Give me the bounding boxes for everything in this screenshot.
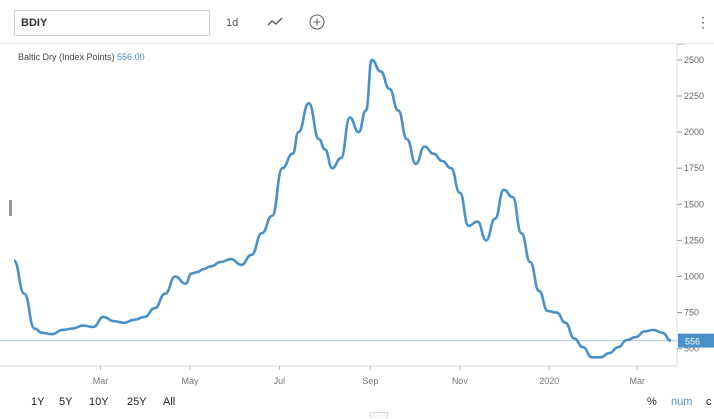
- y-tick-label: 1000: [684, 271, 704, 281]
- y-tick-label: 500: [684, 344, 699, 354]
- y-tick-label: 2250: [684, 91, 704, 101]
- x-tick-label: Mar: [630, 376, 646, 386]
- x-tick-label: Sep: [362, 376, 378, 386]
- x-tick-label: Nov: [452, 376, 469, 386]
- range-button-10y[interactable]: 10Y: [89, 396, 109, 408]
- interval-selector[interactable]: 1d: [226, 17, 239, 29]
- y-tick-label: 750: [684, 308, 699, 318]
- y-tick-label: 1250: [684, 235, 704, 245]
- current-value-badge: 556: [678, 333, 714, 348]
- y-tick-label: 2000: [684, 127, 704, 137]
- range-button-all[interactable]: All: [163, 396, 176, 408]
- chart-toolbar: BDIY 1d ⋮: [0, 0, 714, 44]
- range-button-1y[interactable]: 1Y: [31, 396, 45, 408]
- series-legend: Baltic Dry (Index Points) 556.00: [18, 52, 145, 62]
- range-button-5y[interactable]: 5Y: [59, 396, 73, 408]
- cut-mode-button[interactable]: c: [706, 396, 712, 408]
- y-tick-label: 2500: [684, 55, 704, 65]
- x-axis: Mar May Jul Sep Nov 2020 Mar: [93, 366, 645, 386]
- x-tick-label: Mar: [93, 376, 109, 386]
- x-tick-label: Jul: [274, 376, 286, 386]
- series-current-value: 556.00: [117, 52, 145, 62]
- more-vertical-icon[interactable]: ⋮: [696, 14, 710, 30]
- percent-mode-button[interactable]: %: [647, 396, 657, 408]
- scroll-handle[interactable]: [370, 412, 388, 418]
- x-tick-label: May: [181, 376, 199, 386]
- add-circle-icon[interactable]: [306, 11, 328, 33]
- range-button-25y[interactable]: 25Y: [127, 396, 147, 408]
- series-line-path: [12, 58, 672, 359]
- series-line: [12, 58, 672, 359]
- current-value-badge-bg: [678, 333, 714, 348]
- symbol-search-input[interactable]: BDIY: [14, 10, 210, 36]
- current-value-badge-label: 556: [685, 337, 700, 347]
- left-resize-handle[interactable]: [9, 200, 12, 216]
- y-tick-label: 1500: [684, 199, 704, 209]
- series-name: Baltic Dry (Index Points): [18, 52, 115, 62]
- chart-area: 500 750 1000 1250 1500 1750 2000 2250 2500 Mar Ma…: [0, 43, 714, 389]
- y-tick-label: 1750: [684, 163, 704, 173]
- line-chart-icon[interactable]: [264, 11, 286, 33]
- y-axis: 500 750 1000 1250 1500 1750 2000 2250 2500: [677, 55, 704, 354]
- x-tick-label: 2020: [539, 376, 559, 386]
- numeric-mode-button[interactable]: num: [671, 396, 693, 408]
